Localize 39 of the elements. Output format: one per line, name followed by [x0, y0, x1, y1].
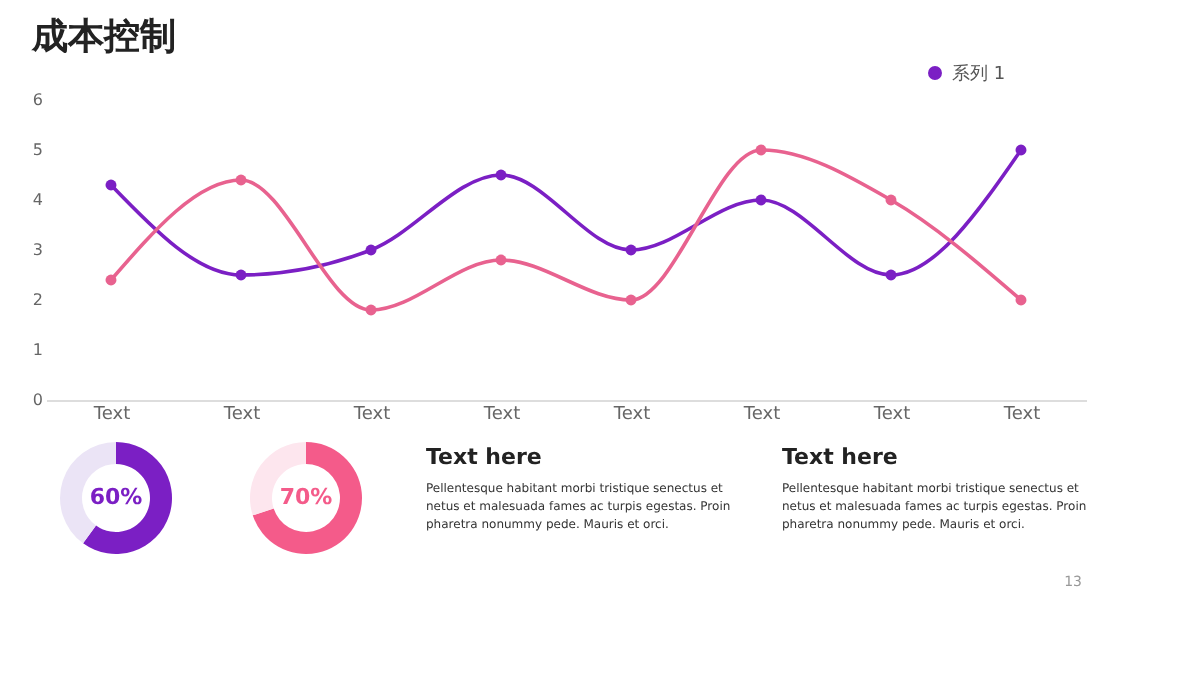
text: Text here: [782, 444, 898, 470]
point: [1015, 294, 1027, 306]
y-tick-label: 2: [32, 291, 43, 309]
y-tick-label: 4: [32, 191, 43, 209]
x-tick-label: Text: [91, 405, 132, 425]
x-tick-label: Text: [611, 405, 652, 425]
point: [755, 194, 767, 206]
point: [105, 179, 117, 191]
point: [885, 269, 897, 281]
data-label: 60%: [89, 484, 143, 510]
point: [105, 274, 117, 286]
x-tick-label: Text: [221, 405, 262, 425]
point: [365, 304, 377, 316]
x-tick-label: Text: [351, 405, 392, 425]
point: [625, 294, 637, 306]
x-tick-label: Text: [481, 405, 522, 425]
point: [235, 174, 247, 186]
point: [235, 269, 247, 281]
y-tick-label: 1: [32, 341, 43, 359]
y-tick-label: 0: [32, 391, 43, 409]
point: [495, 169, 507, 181]
point: [495, 254, 507, 266]
x-tick-label: Text: [871, 405, 912, 425]
point: [755, 144, 767, 156]
y-tick-label: 5: [32, 141, 43, 159]
text: Text here: [426, 444, 542, 470]
y-tick-label: 6: [32, 91, 43, 109]
point: [1015, 144, 1027, 156]
y-tick-label: 3: [32, 241, 43, 259]
legend-label: 系列 1: [952, 63, 1006, 85]
point: [625, 244, 637, 256]
point: [885, 194, 897, 206]
x-tick-label: Text: [1001, 405, 1042, 425]
chart-title: 成本控制: [29, 16, 176, 58]
point: [365, 244, 377, 256]
donut-slice: [83, 442, 172, 554]
x-tick-label: Text: [741, 405, 782, 425]
donut-slice: [252, 442, 362, 554]
data-label: 70%: [279, 484, 333, 510]
